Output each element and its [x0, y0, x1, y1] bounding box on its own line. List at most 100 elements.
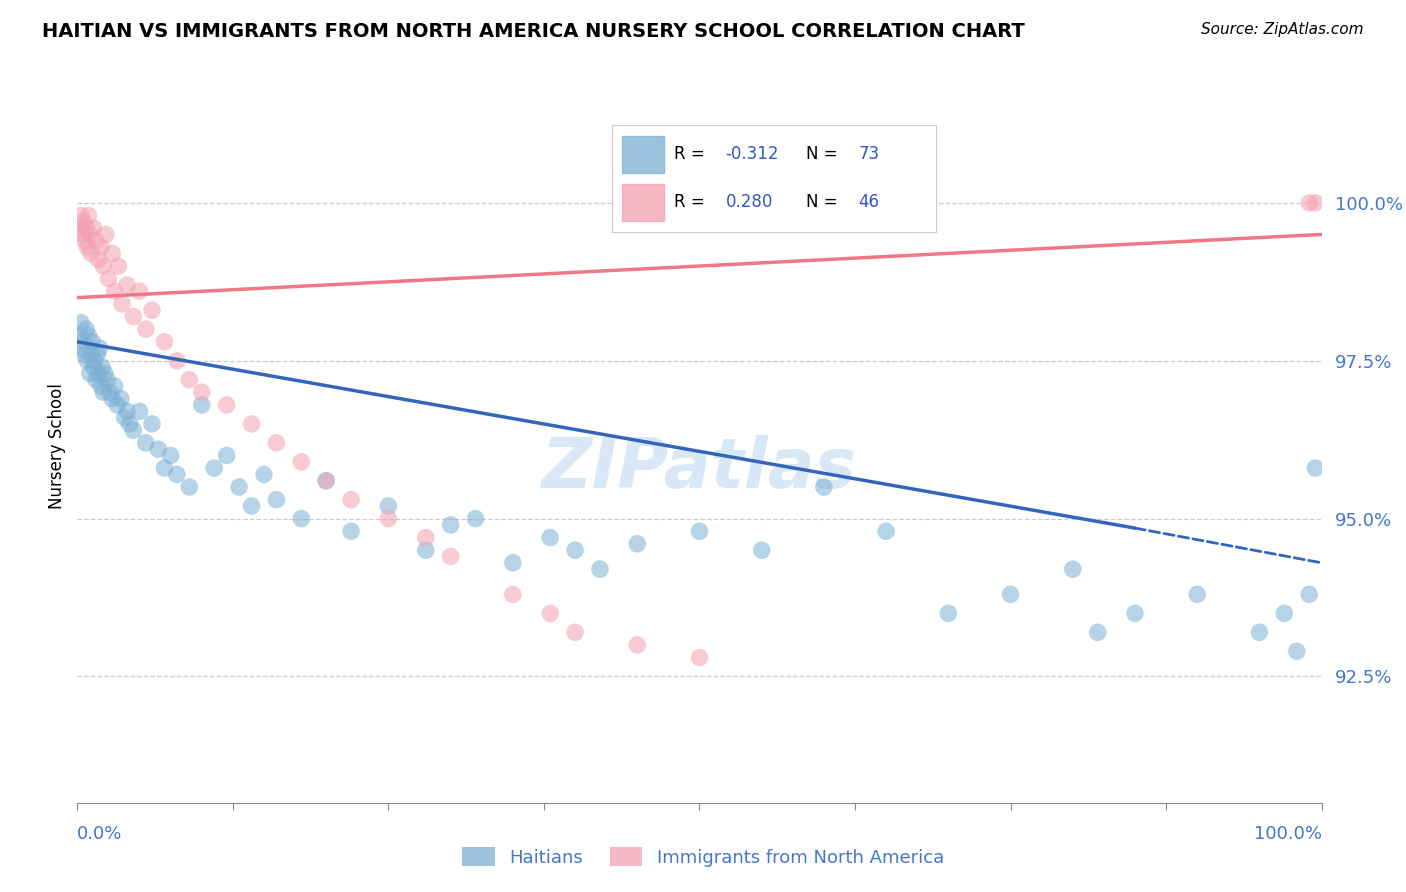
Point — [415, 543, 437, 558]
Point — [228, 480, 250, 494]
Point — [83, 353, 105, 368]
Point — [128, 285, 150, 299]
Point — [1272, 607, 1295, 621]
Point — [141, 303, 163, 318]
Point — [689, 650, 711, 665]
Point — [315, 474, 337, 488]
Point — [135, 322, 157, 336]
Point — [87, 367, 110, 381]
Point — [73, 347, 96, 361]
Point — [118, 417, 141, 431]
Point — [70, 209, 93, 223]
Point — [166, 353, 188, 368]
Point — [502, 587, 524, 601]
Point — [72, 334, 94, 349]
Point — [464, 511, 486, 525]
Point — [148, 442, 170, 457]
Bar — [621, 184, 664, 221]
Point — [191, 385, 214, 400]
Point — [153, 334, 176, 349]
Point — [115, 404, 138, 418]
Text: N =: N = — [807, 145, 844, 163]
Point — [377, 499, 399, 513]
Point — [340, 492, 363, 507]
Point — [122, 310, 145, 324]
Point — [153, 461, 176, 475]
Point — [202, 461, 225, 475]
Point — [89, 341, 111, 355]
Point — [73, 234, 96, 248]
Point — [93, 367, 115, 381]
Point — [80, 347, 103, 361]
Point — [93, 259, 115, 273]
Point — [439, 549, 461, 564]
Point — [315, 474, 337, 488]
Point — [875, 524, 897, 539]
Point — [1298, 587, 1320, 601]
Point — [253, 467, 276, 482]
Point — [97, 271, 120, 285]
Point — [1285, 644, 1308, 658]
Text: 100.0%: 100.0% — [1254, 825, 1322, 843]
Point — [122, 423, 145, 437]
Point — [69, 328, 91, 343]
Point — [439, 517, 461, 532]
Point — [1305, 461, 1327, 475]
Point — [77, 328, 100, 343]
Point — [107, 259, 129, 273]
Point — [111, 297, 134, 311]
Point — [1062, 562, 1084, 576]
Point — [564, 543, 586, 558]
Point — [751, 543, 773, 558]
Point — [240, 499, 263, 513]
Point — [72, 341, 94, 355]
Point — [502, 556, 524, 570]
Point — [377, 511, 399, 525]
Point — [80, 246, 103, 260]
Point — [564, 625, 586, 640]
Point — [110, 392, 132, 406]
Y-axis label: Nursery School: Nursery School — [48, 383, 66, 509]
Point — [105, 398, 128, 412]
Text: 0.0%: 0.0% — [77, 825, 122, 843]
Point — [166, 467, 188, 482]
Point — [415, 531, 437, 545]
Point — [96, 373, 118, 387]
Point — [79, 367, 101, 381]
Point — [179, 373, 201, 387]
Point — [83, 360, 105, 375]
Point — [689, 524, 711, 539]
Point — [179, 480, 201, 494]
Point — [82, 334, 104, 349]
Text: R =: R = — [673, 194, 710, 211]
Point — [94, 227, 117, 242]
Text: -0.312: -0.312 — [725, 145, 779, 163]
Text: 0.280: 0.280 — [725, 194, 773, 211]
Point — [340, 524, 363, 539]
Point — [115, 277, 138, 292]
Point — [538, 607, 561, 621]
Point — [290, 511, 312, 525]
Point — [589, 562, 612, 576]
Point — [114, 410, 136, 425]
Point — [266, 492, 288, 507]
Point — [1249, 625, 1271, 640]
Point — [159, 449, 181, 463]
Point — [135, 435, 157, 450]
Point — [626, 638, 648, 652]
Point — [84, 373, 107, 387]
Point — [72, 227, 94, 242]
Point — [90, 379, 112, 393]
Bar — [621, 136, 664, 173]
Point — [91, 360, 114, 375]
Point — [93, 385, 115, 400]
Point — [1305, 195, 1327, 210]
Text: Source: ZipAtlas.com: Source: ZipAtlas.com — [1201, 22, 1364, 37]
Point — [77, 209, 100, 223]
Point — [1087, 625, 1109, 640]
Point — [1187, 587, 1209, 601]
Point — [90, 240, 112, 254]
Point — [101, 246, 124, 260]
Point — [813, 480, 835, 494]
Point — [215, 449, 238, 463]
